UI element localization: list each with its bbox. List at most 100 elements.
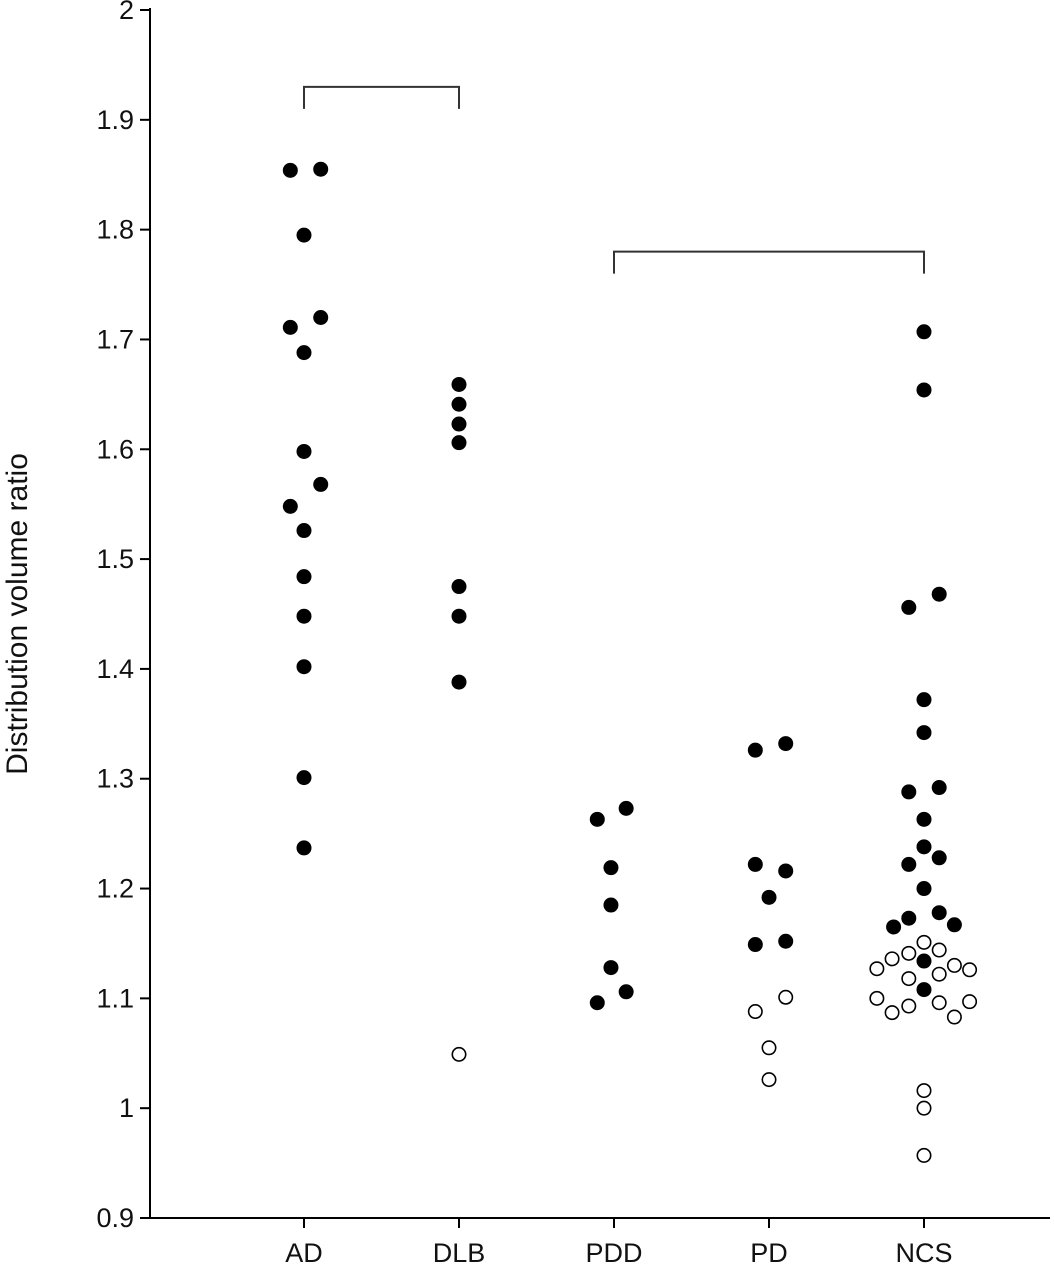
point-filled-dlb <box>451 435 467 451</box>
point-open-ncs <box>869 961 885 977</box>
y-tick-label: 1.7 <box>96 324 134 354</box>
point-open-pd <box>761 1072 777 1088</box>
point-filled-ad <box>282 319 298 335</box>
point-filled-dlb <box>451 608 467 624</box>
point-open-ncs <box>962 962 978 978</box>
y-tick-label: 1.6 <box>96 434 134 464</box>
x-tick-label-ad: AD <box>285 1238 323 1268</box>
point-filled-ad <box>296 569 312 585</box>
point-filled-dlb <box>451 579 467 595</box>
point-filled-pd <box>778 863 794 879</box>
point-filled-ad <box>296 345 312 361</box>
point-filled-ad <box>282 162 298 178</box>
point-open-ncs <box>916 1083 932 1099</box>
point-filled-pdd <box>589 811 605 827</box>
point-filled-ad <box>282 498 298 514</box>
point-filled-pd <box>778 736 794 752</box>
point-open-ncs <box>916 1147 932 1163</box>
point-open-pd <box>747 1004 763 1020</box>
y-tick-label: 1.2 <box>96 874 134 904</box>
point-filled-ad <box>313 476 329 492</box>
point-open-ncs <box>869 990 885 1006</box>
point-filled-ncs <box>931 586 947 602</box>
x-tick-label-dlb: DLB <box>433 1238 486 1268</box>
point-filled-ncs <box>931 905 947 921</box>
point-filled-dlb <box>451 674 467 690</box>
point-filled-ncs <box>931 850 947 866</box>
point-filled-ad <box>296 770 312 786</box>
point-open-ncs <box>946 1009 962 1025</box>
point-filled-ncs <box>901 599 917 615</box>
point-filled-pdd <box>603 860 619 876</box>
bracket-ad-dlb <box>303 85 460 109</box>
point-filled-ncs <box>931 780 947 796</box>
point-filled-ncs <box>916 811 932 827</box>
y-tick-label: 2 <box>119 0 134 25</box>
point-filled-pd <box>747 937 763 953</box>
point-open-ncs <box>884 1005 900 1021</box>
y-tick-label: 1.3 <box>96 764 134 794</box>
y-axis-title: Distribution volume ratio <box>1 453 34 775</box>
point-filled-ad <box>296 227 312 243</box>
point-filled-ncs <box>916 982 932 998</box>
point-filled-ad <box>296 608 312 624</box>
point-open-ncs <box>931 966 947 982</box>
point-open-pd <box>778 989 794 1005</box>
point-filled-ncs <box>901 784 917 800</box>
data-points <box>282 161 978 1163</box>
point-filled-pdd <box>589 995 605 1011</box>
point-filled-ad <box>296 840 312 856</box>
y-tick-label: 0.9 <box>96 1203 134 1233</box>
point-open-ncs <box>901 945 917 961</box>
point-open-ncs <box>884 951 900 967</box>
point-filled-dlb <box>451 376 467 392</box>
point-filled-ad <box>296 523 312 539</box>
point-filled-ncs <box>916 839 932 855</box>
point-filled-dlb <box>451 416 467 432</box>
point-open-ncs <box>962 994 978 1010</box>
point-filled-ncs <box>901 856 917 872</box>
bracket-pdd-ncs <box>613 250 925 274</box>
point-filled-pdd <box>618 984 634 1000</box>
point-filled-pd <box>778 933 794 949</box>
point-filled-ncs <box>916 324 932 340</box>
point-open-dlb <box>451 1046 467 1062</box>
point-open-ncs <box>931 995 947 1011</box>
point-open-pd <box>761 1040 777 1056</box>
point-filled-ad <box>313 161 329 177</box>
point-filled-ncs <box>916 692 932 708</box>
point-filled-ncs <box>946 917 962 933</box>
point-filled-ncs <box>901 910 917 926</box>
y-tick-label: 1 <box>119 1093 134 1123</box>
point-filled-pd <box>747 856 763 872</box>
point-open-ncs <box>946 957 962 973</box>
point-filled-ad <box>313 309 329 325</box>
point-filled-ncs <box>916 725 932 741</box>
y-tick-label: 1.1 <box>96 983 134 1013</box>
point-filled-ad <box>296 659 312 675</box>
point-open-ncs <box>931 942 947 958</box>
point-open-ncs <box>901 971 917 987</box>
point-open-ncs <box>916 934 932 950</box>
point-filled-ad <box>296 443 312 459</box>
y-tick-label: 1.5 <box>96 544 134 574</box>
point-filled-ncs <box>916 953 932 969</box>
point-filled-pd <box>747 742 763 758</box>
point-filled-ncs <box>916 382 932 398</box>
point-filled-pdd <box>603 897 619 913</box>
comparison-brackets <box>303 85 925 274</box>
x-tick-label-ncs: NCS <box>895 1238 952 1268</box>
point-filled-pd <box>761 889 777 905</box>
x-axis: AD DLB PDD PD NCS <box>150 1217 1050 1268</box>
point-filled-dlb <box>451 396 467 412</box>
y-tick-label: 1.8 <box>96 215 134 245</box>
y-axis: 0.9 1 1.1 1.2 1.3 1.4 1.5 1.6 1.7 1.8 1.9 2 <box>96 0 151 1233</box>
point-filled-pdd <box>603 960 619 976</box>
x-tick-label-pd: PD <box>750 1238 788 1268</box>
point-open-ncs <box>901 998 917 1014</box>
point-open-ncs <box>916 1100 932 1116</box>
point-filled-pdd <box>618 800 634 816</box>
y-tick-label: 1.9 <box>96 105 134 135</box>
point-filled-ncs <box>916 881 932 897</box>
